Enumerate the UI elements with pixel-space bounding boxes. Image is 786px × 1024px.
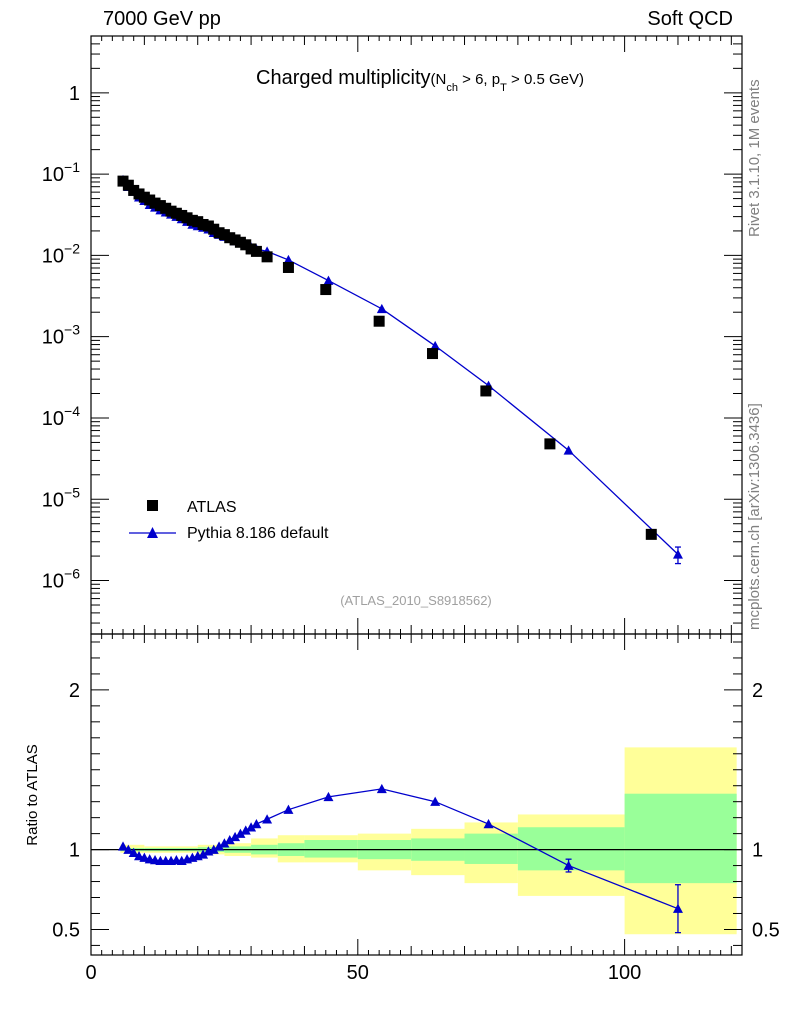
plot-frames bbox=[90, 35, 743, 956]
y-tick-label-main: 10−4 bbox=[42, 403, 80, 430]
band-inner-11 bbox=[624, 793, 737, 884]
atlas-point bbox=[261, 251, 273, 263]
y-tick-label-main: 10−6 bbox=[42, 566, 80, 593]
data-markers bbox=[117, 174, 683, 934]
atlas-point bbox=[544, 438, 556, 450]
chart-title-cut1: > 6, p bbox=[458, 71, 500, 88]
y-tick-label-ratio-left: 1 bbox=[69, 840, 80, 862]
uncertainty-bands bbox=[120, 747, 737, 935]
mc-point-ratio bbox=[672, 903, 683, 913]
mc-point-ratio bbox=[128, 847, 139, 858]
chart-title: Charged multiplicity(Nch > 6, pT > 0.5 G… bbox=[256, 67, 584, 94]
legend: ATLAS Pythia 8.186 default bbox=[129, 499, 329, 542]
y-tick-label-ratio-right: 2 bbox=[752, 680, 763, 702]
mc-point-ratio bbox=[376, 783, 387, 794]
y-tick-label-ratio-left: 0.5 bbox=[52, 919, 80, 941]
y-tick-label-main: 10−3 bbox=[42, 322, 80, 349]
y-tick-label-ratio-right: 0.5 bbox=[752, 919, 780, 941]
y-tick-label-main: 10−1 bbox=[42, 159, 80, 186]
mc-point-main bbox=[323, 275, 334, 285]
atlas-point bbox=[282, 261, 294, 273]
chart-title-cut2: > 0.5 GeV) bbox=[507, 71, 584, 88]
analysis-label: (ATLAS_2010_S8918562) bbox=[340, 593, 492, 608]
legend-atlas-marker bbox=[147, 500, 158, 511]
atlas-point bbox=[427, 348, 439, 360]
mc-point-main bbox=[283, 254, 294, 265]
mc-point-ratio bbox=[235, 828, 246, 838]
mc-point-main bbox=[563, 445, 574, 455]
mc-point-ratio bbox=[214, 841, 225, 851]
mc-point-ratio bbox=[198, 849, 209, 859]
legend-pythia-label: Pythia 8.186 default bbox=[187, 525, 329, 542]
ratio-plot-frame bbox=[90, 633, 743, 956]
mc-point-ratio bbox=[123, 844, 134, 854]
axis-ticks bbox=[90, 35, 742, 955]
mc-point-ratio bbox=[240, 825, 251, 835]
atlas-point bbox=[645, 528, 657, 540]
mc-point-ratio bbox=[323, 791, 334, 802]
y-tick-label-main: 1 bbox=[69, 83, 80, 105]
y-tick-label-main: 10−2 bbox=[42, 240, 80, 267]
mc-point-ratio bbox=[483, 819, 494, 829]
data-curves bbox=[122, 179, 679, 910]
y-tick-label-ratio-left: 2 bbox=[69, 680, 80, 702]
mc-point-ratio bbox=[246, 822, 257, 832]
header-category-label: Soft QCD bbox=[647, 8, 733, 30]
mc-point-ratio bbox=[118, 841, 129, 851]
atlas-point bbox=[373, 315, 385, 327]
mc-point-ratio bbox=[251, 819, 262, 829]
legend-pythia-marker bbox=[147, 527, 158, 538]
x-tick-label: 50 bbox=[347, 962, 369, 984]
mc-point-ratio bbox=[219, 838, 230, 848]
mc-point-main bbox=[376, 303, 387, 314]
main-plot-frame bbox=[90, 35, 743, 635]
y-tick-label-main: 10−5 bbox=[42, 484, 80, 511]
axis-labels: 0 50 100 1 10−1 10−2 10−3 10−4 10−5 10−6 0.5 0.5 1 1 2… bbox=[42, 83, 780, 984]
chart-title-sub-t: T bbox=[500, 82, 507, 94]
mc-point-ratio bbox=[224, 835, 235, 845]
mc-point-ratio bbox=[283, 804, 294, 814]
legend-atlas-label: ATLAS bbox=[187, 499, 237, 516]
y-tick-label-ratio-right: 1 bbox=[752, 840, 763, 862]
chart-title-main: Charged multiplicity bbox=[256, 67, 431, 89]
x-tick-label: 0 bbox=[85, 962, 96, 984]
mc-point-main bbox=[430, 340, 441, 351]
x-tick-label: 100 bbox=[608, 962, 641, 984]
mc-point-ratio bbox=[563, 860, 574, 870]
atlas-point bbox=[250, 245, 262, 257]
mc-point-ratio bbox=[430, 796, 441, 806]
mc-point-ratio bbox=[262, 814, 273, 824]
atlas-point bbox=[480, 385, 492, 397]
ratio-ylabel: Ratio to ATLAS bbox=[24, 744, 41, 845]
mc-point-ratio bbox=[230, 831, 241, 842]
mc-point-ratio bbox=[208, 844, 219, 854]
band-inner-9 bbox=[464, 833, 518, 864]
atlas-point bbox=[320, 284, 332, 296]
band-inner-10 bbox=[517, 827, 625, 871]
chart-title-sub: (N bbox=[431, 71, 447, 88]
chart-title-sub-ch: ch bbox=[446, 82, 458, 94]
header-energy-label: 7000 GeV pp bbox=[103, 8, 221, 30]
band-inner-6 bbox=[304, 840, 358, 858]
